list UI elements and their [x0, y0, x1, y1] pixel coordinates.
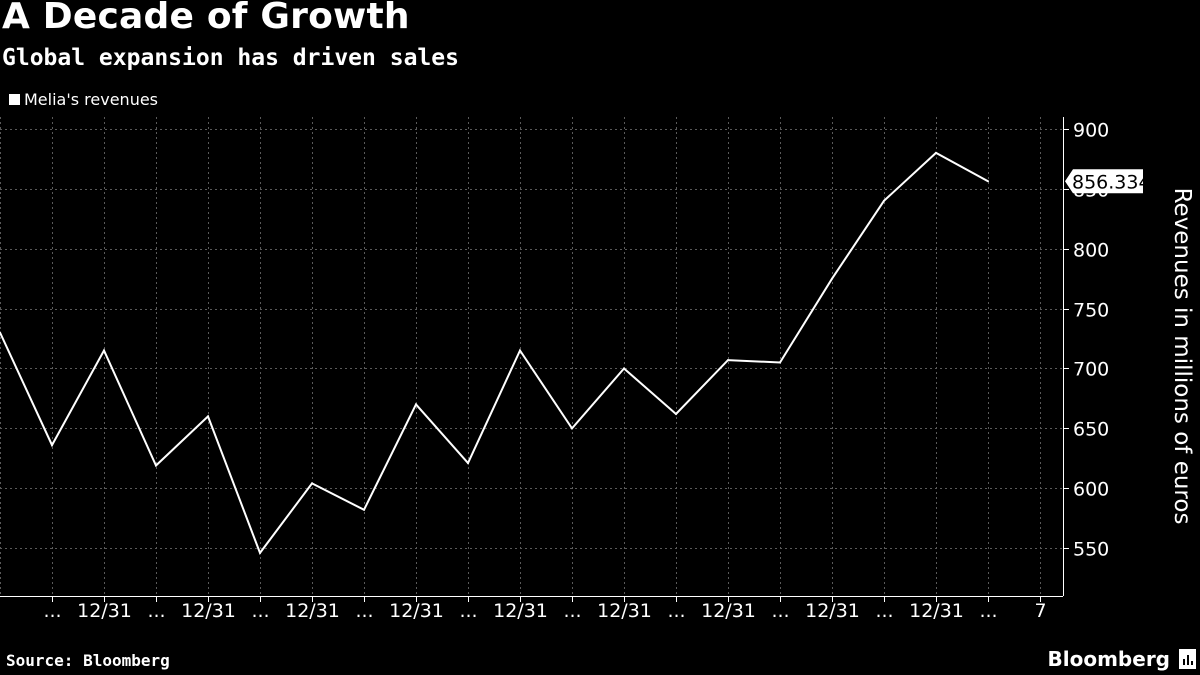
- data-point: [311, 482, 313, 485]
- data-point: [259, 551, 261, 554]
- data-point: [155, 464, 157, 467]
- y-tick-label: 700: [1073, 359, 1109, 381]
- data-point: [571, 427, 573, 430]
- chart-title: A Decade of Growth: [2, 0, 410, 37]
- x-tick-label: 12/31: [181, 600, 236, 622]
- data-point: [623, 367, 625, 370]
- data-point: [727, 359, 729, 362]
- data-point: [935, 151, 937, 154]
- x-tick-label: ...: [251, 600, 269, 622]
- legend-label: Melia's revenues: [24, 90, 159, 109]
- x-tick-label: 12/31: [701, 600, 756, 622]
- data-point: [675, 413, 677, 415]
- x-tick-label: 12/31: [493, 600, 548, 622]
- y-tick-label: 650: [1073, 419, 1109, 441]
- x-tick-label: 12/31: [285, 600, 340, 622]
- last-value-label: 856.3340: [1072, 171, 1163, 193]
- data-point: [883, 199, 885, 202]
- chart-subtitle: Global expansion has driven sales: [2, 45, 459, 71]
- x-tick-label: ...: [459, 600, 477, 622]
- terminal-icon: [1179, 649, 1196, 669]
- x-tick-label: 12/31: [805, 600, 860, 622]
- x-tick-label: 12/31: [389, 600, 444, 622]
- y-tick-label: 900: [1073, 120, 1109, 142]
- y-tick-label: 550: [1073, 539, 1109, 561]
- x-tick-label: ...: [875, 600, 893, 622]
- data-point: [103, 349, 105, 352]
- y-tick-label: 750: [1073, 300, 1109, 322]
- x-tick-label: ...: [355, 600, 373, 622]
- x-tick-label: 12/31: [77, 600, 132, 622]
- series-line-melia-revenues: [0, 151, 989, 555]
- y-axis-title: Revenues in millions of euros: [1169, 188, 1195, 525]
- data-point: [207, 415, 209, 418]
- data-point: [519, 349, 521, 352]
- source-note: Source: Bloomberg: [6, 651, 170, 670]
- data-point: [51, 444, 53, 447]
- x-tick-label: ...: [667, 600, 685, 622]
- x-tick-label: 7: [1034, 600, 1046, 622]
- x-tick-label: ...: [147, 600, 165, 622]
- brand-logo: Bloomberg: [1047, 647, 1170, 671]
- legend-swatch: [9, 94, 20, 105]
- y-tick-label: 600: [1073, 479, 1109, 501]
- x-tick-label: ...: [771, 600, 789, 622]
- last-value-callout: [1065, 169, 1143, 194]
- data-point: [779, 361, 781, 364]
- x-tick-label: ...: [563, 600, 581, 622]
- x-tick-label: 12/31: [597, 600, 652, 622]
- y-tick-label: 800: [1073, 240, 1109, 262]
- data-point: [987, 180, 989, 183]
- data-point: [0, 331, 1, 334]
- x-tick-label: ...: [979, 600, 997, 622]
- x-tick-label: 12/31: [909, 600, 964, 622]
- legend: Melia's revenues: [9, 90, 158, 109]
- data-point: [415, 403, 417, 406]
- data-point: [363, 508, 365, 511]
- data-point: [467, 462, 469, 465]
- data-point: [831, 277, 833, 280]
- x-tick-label: ...: [43, 600, 61, 622]
